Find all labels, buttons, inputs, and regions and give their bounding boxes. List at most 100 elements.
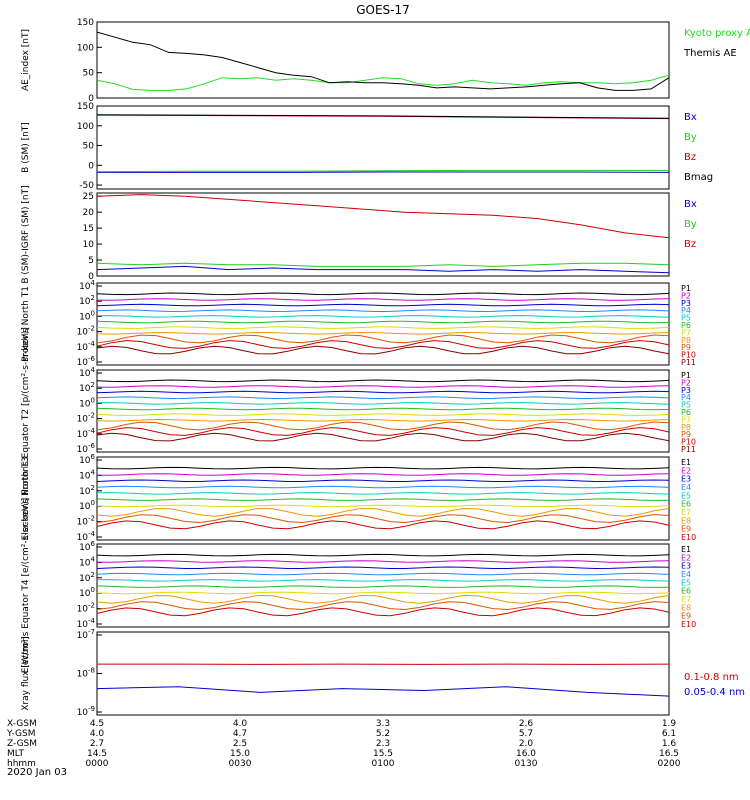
panel-frame [96,369,670,453]
x-tick-value: 15.0 [230,749,250,759]
series-e4 [96,485,670,489]
y-tick-label: 100 [79,309,95,322]
x-tick-value: 15.5 [373,749,393,759]
legend-e4: E4 [681,570,691,579]
series-e4 [96,572,670,576]
series-bmag [96,114,670,119]
x-tick-value: 0000 [86,759,109,769]
legend-bx: Bx [684,199,697,210]
x-tick-value: 2.5 [233,739,247,749]
y-tick-label: 100 [77,43,94,53]
y-tick-label: 100 [79,499,95,512]
legend-bz: Bz [684,152,696,163]
legend-e8: E8 [681,516,691,525]
legend-e4: E4 [681,483,691,492]
legend-p10: P10 [681,351,696,360]
y-tick-label: 0 [88,161,94,171]
series-e8 [96,594,670,604]
series-p7 [96,326,670,329]
legend-p4: P4 [681,306,691,315]
series-p4 [96,396,670,400]
x-tick-value: 2.3 [376,739,390,749]
series-e3 [96,479,670,483]
legend-p8: P8 [681,423,691,432]
date-label: 2020 Jan 03 [7,767,67,778]
y-tick-label: 150 [77,18,94,28]
y-tick-label: 102 [79,571,95,584]
y-tick-label: 104 [79,279,95,292]
legend-p11: P11 [681,358,696,367]
series-bz [96,194,670,239]
y-tick-label: 10-2 [77,515,95,528]
y-tick-label: 102 [79,381,95,394]
x-tick-value: 4.7 [233,729,247,739]
series-e10 [96,607,670,617]
legend-p5: P5 [681,401,691,410]
y-axis-label: Protons North T1 [21,286,31,362]
legend-p8: P8 [681,336,691,345]
legend-p3: P3 [681,386,691,395]
panel-frame [96,21,670,99]
series-p1 [96,379,670,383]
series-p5 [96,315,670,318]
series-by [96,262,670,267]
legend-p7: P7 [681,415,691,424]
x-tick-value: 1.6 [662,739,677,749]
y-tick-label: 102 [79,294,95,307]
legend-e3: E3 [681,475,691,484]
y-tick-label: 25 [83,192,94,202]
panel-frame [96,456,670,541]
x-tick-value: 0100 [372,759,395,769]
y-axis-label: Electrons North T3 [21,457,31,541]
x-tick-value: 16.0 [516,749,536,759]
y-tick-label: 100 [77,122,94,132]
panel-frame [96,105,670,190]
x-row-label: hhmm [7,759,36,769]
y-axis-label: Xray flux [W/m²] [21,636,31,710]
y-axis-label: Protons Equator T2 [p/(cm²-s-sr-keV)] [21,327,31,495]
x-tick-value: 2.0 [519,739,534,749]
y-axis-label: B (SM) [nT] [21,122,31,173]
series-p10 [96,340,670,349]
y-axis-label: B (SM)-IGRF (SM) [nT] [21,185,31,283]
y-tick-label: 10-6 [77,355,96,368]
legend-p10: P10 [681,438,696,447]
series-p2 [96,298,670,301]
y-tick-label: 0 [88,94,94,104]
legend-p1: P1 [681,284,691,293]
y-tick-label: 100 [79,396,95,409]
series-e10 [96,520,670,530]
legend-e3: E3 [681,562,691,571]
series-e8 [96,507,670,517]
series-e6 [96,585,670,588]
legend-e5: E5 [681,578,691,587]
legend-p3: P3 [681,299,691,308]
panel-b-sm-igrf-sm-: B (SM)-IGRF (SM) [nT] 0 5 10 15 20 25 Bx By Bz [21,185,697,283]
panel-electrons-equator-t4: Electrons Equator T4 [e/(cm²-s-sr-keV)] 1… [21,498,696,674]
legend-p11: P11 [681,445,696,454]
series-bx [96,265,670,274]
legend-e6: E6 [681,500,691,509]
x-tick-value: 0030 [229,759,252,769]
series-e5 [96,579,670,582]
legend-p2: P2 [681,378,691,387]
x-tick-value: 1.9 [662,719,677,729]
series-p5 [96,402,670,405]
legend-p6: P6 [681,321,691,330]
series-by [96,169,669,173]
y-axis-label: Electrons Equator T4 [e/(cm²-s-sr-keV)] [21,498,31,674]
y-tick-label: 10-4 [77,617,96,630]
y-tick-label: -50 [79,181,94,191]
panel-electrons-north-t3: Electrons North T3 106 104 102 100 10-2 10-4 E1… [21,453,696,543]
series-p9 [96,421,670,431]
y-tick-label: 50 [83,69,95,79]
legend-e1: E1 [681,458,691,467]
legend-p4: P4 [681,393,691,402]
panel-b-sm-: B (SM) [nT] -50 0 50 100 150 Bx By Bz Bmag [21,102,713,191]
y-tick-label: 10-8 [77,667,95,680]
series-e7 [96,504,670,508]
y-tick-label: 10-4 [77,427,96,440]
legend-bz: Bz [684,239,696,250]
y-tick-label: 15 [83,224,94,234]
x-row-label: Z-GSM [7,739,37,749]
